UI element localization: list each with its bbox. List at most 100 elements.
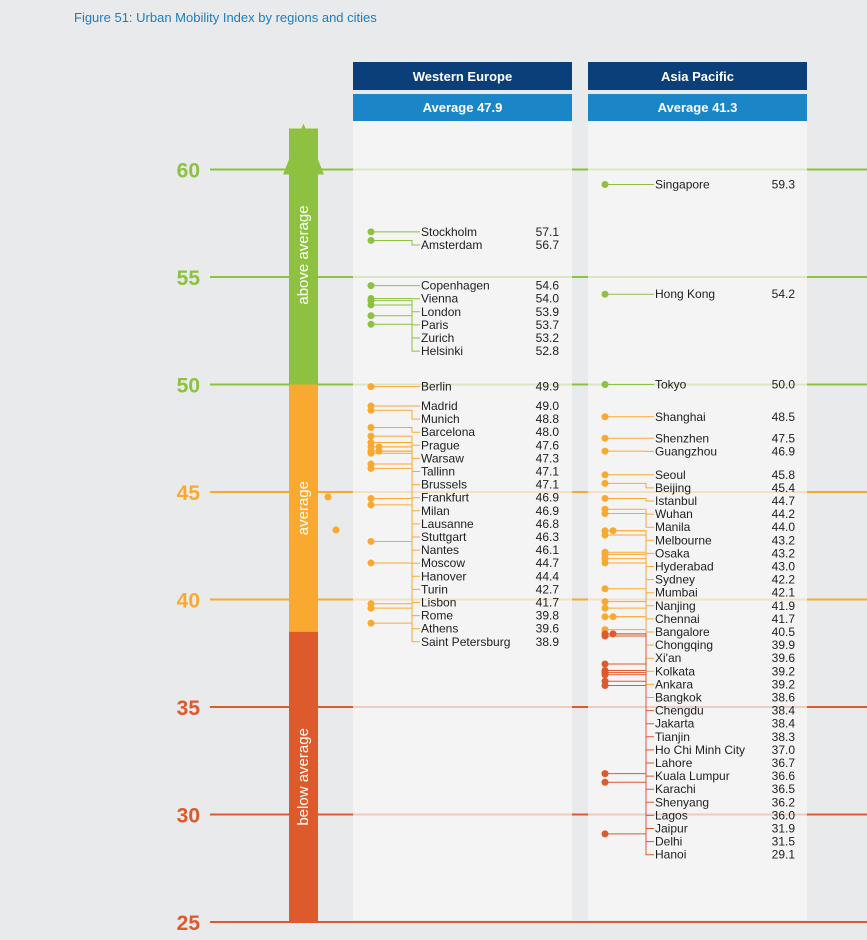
city-mark-0-18: Lausanne 46.8: [367, 449, 559, 531]
city-name-0-15: Brussels: [421, 478, 467, 492]
city-leader-1-32: [605, 685, 654, 816]
city-value-0-12: 47.6: [536, 438, 560, 452]
y-tick-30: 30: [177, 805, 200, 828]
city-dot-0-5: [367, 301, 375, 309]
city-name-1-8: Istanbul: [655, 494, 697, 508]
band-label-0: above average: [295, 205, 312, 304]
region-average-bar-0: [353, 94, 572, 121]
city-leader-0-12: [371, 435, 420, 446]
city-name-1-19: Chongqing: [655, 638, 713, 652]
city-name-1-3: Shanghai: [655, 410, 706, 424]
city-value-0-25: 39.8: [536, 609, 560, 623]
city-value-0-2: 54.6: [536, 279, 560, 293]
city-mark-1-5: Guangzhou 46.9: [601, 444, 795, 458]
y-tick-60: 60: [177, 160, 200, 183]
region-average-1: Average 41.3: [658, 100, 738, 115]
city-name-0-3: Vienna: [421, 292, 458, 306]
city-value-1-25: 38.4: [772, 717, 796, 731]
city-dot-1-26: [601, 632, 609, 640]
city-name-1-11: Melbourne: [655, 533, 712, 547]
city-leader-0-10: [371, 409, 420, 420]
city-value-1-18: 40.5: [772, 625, 796, 639]
city-name-0-22: Hanover: [421, 569, 466, 583]
city-dot-1-20: [601, 604, 609, 612]
city-name-1-13: Hyderabad: [655, 560, 714, 574]
city-dot-0-2: [367, 282, 375, 290]
city-leader-1-13: [605, 534, 654, 567]
band-label-2: below average: [295, 728, 312, 826]
city-name-0-13: Warsaw: [421, 451, 464, 465]
y-axis-ticks: 25 30 35 40 45 50 55 60: [177, 160, 201, 936]
city-value-0-3: 54.0: [536, 292, 560, 306]
city-value-0-23: 42.7: [536, 582, 560, 596]
city-name-1-22: Ankara: [655, 677, 693, 691]
city-value-0-9: 49.0: [536, 399, 560, 413]
city-name-0-16: Frankfurt: [421, 491, 470, 505]
city-mark-1-8: Istanbul 44.7: [601, 494, 796, 508]
city-dot-0-18: [367, 449, 375, 457]
city-value-1-20: 39.6: [772, 651, 796, 665]
city-mark-0-0: Stockholm 57.1: [367, 225, 560, 239]
city-dot-1-27: [601, 660, 609, 668]
city-dot-0-27: [367, 619, 375, 627]
city-dot-0-23: [367, 537, 375, 545]
city-value-0-7: 52.8: [536, 344, 560, 358]
city-value-0-26: 39.6: [536, 622, 560, 636]
city-mark-0-3: Vienna 54.0: [367, 292, 560, 306]
city-name-1-25: Jakarta: [655, 717, 695, 731]
city-value-0-8: 49.9: [536, 380, 560, 394]
city-value-1-22: 39.2: [772, 677, 796, 691]
city-value-0-0: 57.1: [536, 225, 560, 239]
city-value-1-16: 41.9: [772, 599, 796, 613]
city-mark-1-32: Lagos 36.0: [601, 682, 795, 822]
city-value-1-21: 39.2: [772, 664, 796, 678]
city-dot-1-1: [601, 290, 609, 298]
city-name-1-2: Tokyo: [655, 378, 687, 392]
city-value-1-19: 39.9: [772, 638, 796, 652]
city-mark-0-16: Frankfurt 46.9: [367, 447, 559, 505]
city-mark-1-20: Xi'an 39.6: [601, 604, 796, 665]
city-value-1-28: 36.7: [772, 756, 796, 770]
city-mark-1-35: Hanoi 29.1: [601, 830, 796, 862]
city-dot-0-24: [367, 559, 375, 567]
city-value-1-29: 36.6: [772, 769, 796, 783]
city-mark-1-2: Tokyo 50.0: [601, 378, 795, 392]
city-leader-0-7: [371, 323, 420, 352]
city-dot-0-10: [367, 406, 375, 414]
city-name-0-23: Turin: [421, 582, 448, 596]
city-name-1-21: Kolkata: [655, 664, 695, 678]
city-leader-1-35: [605, 833, 654, 856]
region-name-1: Asia Pacific: [661, 69, 734, 84]
city-value-0-21: 44.7: [536, 556, 560, 570]
city-mark-0-27: Saint Petersburg 38.9: [367, 619, 559, 649]
city-value-1-10: 44.0: [772, 520, 796, 534]
city-name-1-18: Bangalore: [655, 625, 710, 639]
city-value-0-4: 53.9: [536, 305, 560, 319]
city-value-0-5: 53.7: [536, 318, 560, 332]
city-dot-1-2: [601, 381, 609, 388]
city-value-0-10: 48.8: [536, 412, 560, 426]
city-value-1-6: 45.8: [772, 468, 796, 482]
city-value-1-8: 44.7: [772, 494, 796, 508]
city-name-1-1: Hong Kong: [655, 287, 715, 301]
region-header-0: [353, 62, 572, 90]
region-average-0: Average 47.9: [423, 100, 503, 115]
city-value-1-27: 37.0: [772, 743, 796, 757]
city-name-1-15: Mumbai: [655, 586, 698, 600]
city-dot-1-17: [601, 559, 609, 567]
city-leader-1-9: [605, 508, 654, 515]
city-value-1-14: 42.2: [772, 573, 796, 587]
index-bands: above average average below average: [283, 123, 340, 922]
city-mark-0-12: Prague 47.6: [367, 432, 560, 452]
city-dot-1-13: [601, 531, 609, 539]
band-0: [289, 169, 318, 385]
city-mark-0-11: Barcelona 48.0: [367, 424, 559, 439]
city-name-0-0: Stockholm: [421, 225, 477, 239]
city-dot-1-10: [601, 510, 609, 517]
region-panels: Western Europe Average 47.9 Asia Pacific Av…: [353, 62, 807, 923]
city-mark-1-34: Delhi 31.5: [601, 778, 795, 849]
chart-title: Figure 51: Urban Mobility Index by regio…: [74, 10, 377, 25]
city-value-1-35: 29.1: [772, 848, 796, 862]
city-dot-1-3: [601, 413, 609, 421]
city-mark-0-10: Munich 48.8: [367, 406, 560, 426]
